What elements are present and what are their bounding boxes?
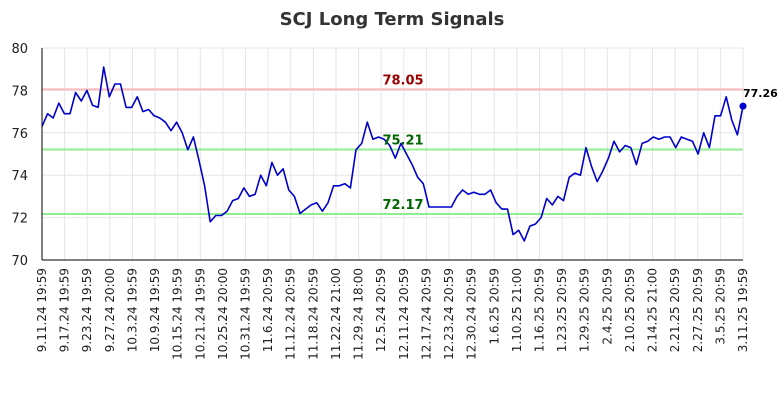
x-tick-label: 2.4.25 20:59 bbox=[600, 268, 614, 345]
x-tick-label: 12.5.24 20:59 bbox=[374, 268, 388, 352]
level-label: 72.17 bbox=[382, 198, 423, 213]
x-tick-label: 11.6.24 20:59 bbox=[261, 268, 275, 352]
x-tick-label: 10.9.24 19:59 bbox=[148, 268, 162, 352]
x-axis-ticks: 9.11.24 19:59 9.17.24 19:59 9.23.24 19:59 9… bbox=[35, 268, 750, 360]
x-tick-label: 3.5.25 20:59 bbox=[713, 268, 727, 345]
x-tick-label: 9.23.24 19:59 bbox=[80, 268, 94, 352]
y-tick-label: 72 bbox=[11, 212, 28, 227]
x-tick-label: 11.18.24 20:59 bbox=[306, 268, 320, 360]
x-tick-label: 10.25.24 20:00 bbox=[216, 268, 230, 360]
y-tick-label: 74 bbox=[11, 169, 28, 184]
signal-levels bbox=[42, 88, 743, 215]
chart-title: SCJ Long Term Signals bbox=[280, 9, 505, 30]
x-tick-label: 1.6.25 20:59 bbox=[487, 268, 501, 345]
level-labels: 78.05 75.21 72.17 bbox=[382, 73, 423, 213]
x-tick-label: 9.11.24 19:59 bbox=[35, 268, 49, 352]
x-tick-label: 1.16.25 20:59 bbox=[532, 268, 546, 352]
last-price-label: 77.26 bbox=[743, 87, 778, 100]
y-tick-label: 78 bbox=[11, 84, 28, 99]
x-tick-label: 2.14.25 21:00 bbox=[646, 268, 660, 352]
x-tick-label: 11.29.24 18:00 bbox=[352, 268, 366, 360]
x-tick-label: 11.12.24 20:59 bbox=[284, 268, 298, 360]
axes bbox=[41, 48, 743, 261]
x-tick-label: 12.23.24 20:59 bbox=[442, 268, 456, 360]
x-tick-label: 10.31.24 19:59 bbox=[239, 268, 253, 360]
y-tick-label: 80 bbox=[11, 42, 28, 57]
x-tick-label: 12.30.24 20:59 bbox=[465, 268, 479, 360]
grid bbox=[41, 47, 744, 261]
x-tick-label: 2.21.25 20:59 bbox=[668, 268, 682, 352]
x-tick-label: 12.11.24 20:59 bbox=[397, 268, 411, 360]
level-label: 75.21 bbox=[382, 134, 423, 149]
x-tick-label: 10.3.24 19:59 bbox=[125, 268, 139, 352]
x-tick-label: 1.29.25 20:59 bbox=[578, 268, 592, 352]
x-tick-label: 2.10.25 20:59 bbox=[623, 268, 637, 352]
price-line bbox=[41, 66, 744, 242]
x-tick-label: 9.27.24 20:00 bbox=[103, 268, 117, 352]
y-tick-label: 76 bbox=[11, 127, 28, 142]
x-tick-label: 1.10.25 21:00 bbox=[510, 268, 524, 352]
x-tick-label: 2.27.25 20:59 bbox=[691, 268, 705, 352]
x-tick-label: 10.21.24 19:59 bbox=[193, 268, 207, 360]
level-label: 78.05 bbox=[382, 73, 423, 88]
x-tick-label: 10.15.24 19:59 bbox=[171, 268, 185, 360]
x-tick-label: 3.11.25 19:59 bbox=[736, 268, 750, 352]
x-tick-label: 9.17.24 19:59 bbox=[58, 268, 72, 352]
y-axis-ticks: 70 72 74 76 78 80 bbox=[11, 42, 28, 269]
y-tick-label: 70 bbox=[11, 254, 28, 269]
x-tick-label: 12.17.24 20:59 bbox=[419, 268, 433, 360]
price-series: 77.26 bbox=[41, 66, 778, 242]
x-tick-label: 11.22.24 21:00 bbox=[329, 268, 343, 360]
last-price-dot bbox=[739, 102, 747, 110]
x-tick-label: 1.23.25 20:59 bbox=[555, 268, 569, 352]
